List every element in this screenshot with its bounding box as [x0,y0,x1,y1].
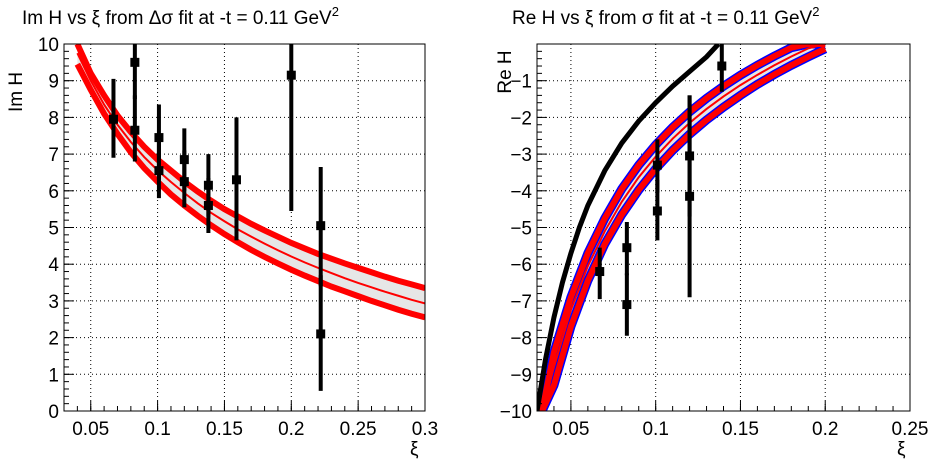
right-y-axis-label: Re H [495,50,516,93]
left-data-point [316,221,326,231]
right-x-ticks: 0.05 0.1 0.15 0.2 0.25 [536,401,929,440]
right-band-edge-lower-outline [538,44,828,411]
right-y-ticks: −10 −9 −8 −7 −6 −5 −4 −3 −2 −1 [500,43,547,423]
right-x-tick-label: 0.15 [722,419,759,440]
right-band-fill [542,44,826,411]
left-x-tick-label: 0.1 [144,419,170,440]
right-data-point [622,243,632,253]
right-x-tick-label: 0.1 [642,419,668,440]
left-x-tick-label: 0.05 [72,419,109,440]
right-y-tick-label: −9 [510,365,532,386]
left-data-point [108,114,118,124]
left-x-tick-label: 0.3 [412,419,438,440]
right-data-point [595,267,605,277]
right-title-sup: 2 [812,4,819,19]
right-panel-title: Re H vs ξ from σ fit at -t = 0.11 GeV2 [512,4,819,29]
left-panel-title: Im H vs ξ from Δσ fit at -t = 0.11 GeV2 [22,4,339,29]
right-title-main: Re H vs ξ from σ fit at -t = 0.11 GeV [512,8,813,29]
right-x-tick-label: 0.05 [552,419,589,440]
left-points [108,44,326,391]
left-y-tick-label: 2 [48,329,59,350]
left-y-tick-label: 9 [48,72,59,93]
right-y-tick-label: −2 [510,108,532,129]
left-x-axis-label: ξ [410,439,419,460]
left-y-tick-label: 6 [48,182,59,203]
left-y-tick-label: 0 [48,402,59,423]
right-x-axis-label: ξ [897,439,906,460]
right-fit-curve [537,44,721,411]
right-y-tick-label: −7 [510,292,532,313]
left-panel: Im H vs ξ from Δσ fit at -t = 0.11 GeV2 … [6,4,438,460]
left-title-sup: 2 [332,4,339,19]
right-data-point [685,191,695,201]
left-data-point [130,57,140,67]
right-x-tick-label: 0.25 [892,419,929,440]
left-data-point [286,70,296,80]
right-data-point [652,206,662,216]
right-band-edge-upper-outline [537,44,826,411]
right-data-point [717,61,727,71]
right-y-tick-label: −10 [500,402,532,423]
left-data-point [316,329,326,339]
left-x-tick-label: 0.25 [340,419,377,440]
right-points [595,44,727,336]
left-y-tick-label: 3 [48,292,59,313]
left-y-tick-label: 1 [48,365,59,386]
right-data-point [652,160,662,170]
right-panel: Re H vs ξ from σ fit at -t = 0.11 GeV2 0… [495,4,928,460]
right-band-lower-line [539,46,827,411]
left-y-tick-label: 10 [38,35,59,56]
right-band-center-line [541,44,826,411]
left-y-tick-label: 7 [48,145,59,166]
right-y-tick-label: −4 [510,182,532,203]
right-x-tick-label: 0.2 [812,419,838,440]
left-y-tick-label: 5 [48,219,59,240]
left-data-point [154,133,164,143]
right-y-tick-label: −6 [510,255,532,276]
left-title-main: Im H vs ξ from Δσ fit at -t = 0.11 GeV [22,8,332,29]
left-y-tick-label: 4 [48,255,59,276]
right-curve [537,44,721,411]
left-y-axis-label: Im H [6,72,27,112]
left-y-ticks: 0 1 2 3 4 5 6 7 8 9 10 [38,35,74,423]
left-x-tick-label: 0.15 [206,419,243,440]
left-data-point [154,166,164,176]
right-band [537,44,828,411]
left-data-point [130,125,140,135]
left-x-ticks: 0.05 0.1 0.15 0.2 0.25 0.3 [63,401,438,440]
right-y-tick-label: −8 [510,329,532,350]
left-band [74,44,425,321]
left-band-fill [77,44,425,318]
right-y-tick-label: −1 [510,72,532,93]
left-band-center-line [76,52,425,305]
left-data-point [179,177,189,187]
right-y-tick-label: −3 [510,145,532,166]
right-data-point [622,300,632,310]
right-band-upper-line [539,44,826,411]
left-data-point [231,175,241,185]
left-data-point [203,200,213,210]
right-y-tick-label: −5 [510,219,532,240]
left-y-tick-label: 8 [48,108,59,129]
left-x-tick-label: 0.2 [278,419,304,440]
